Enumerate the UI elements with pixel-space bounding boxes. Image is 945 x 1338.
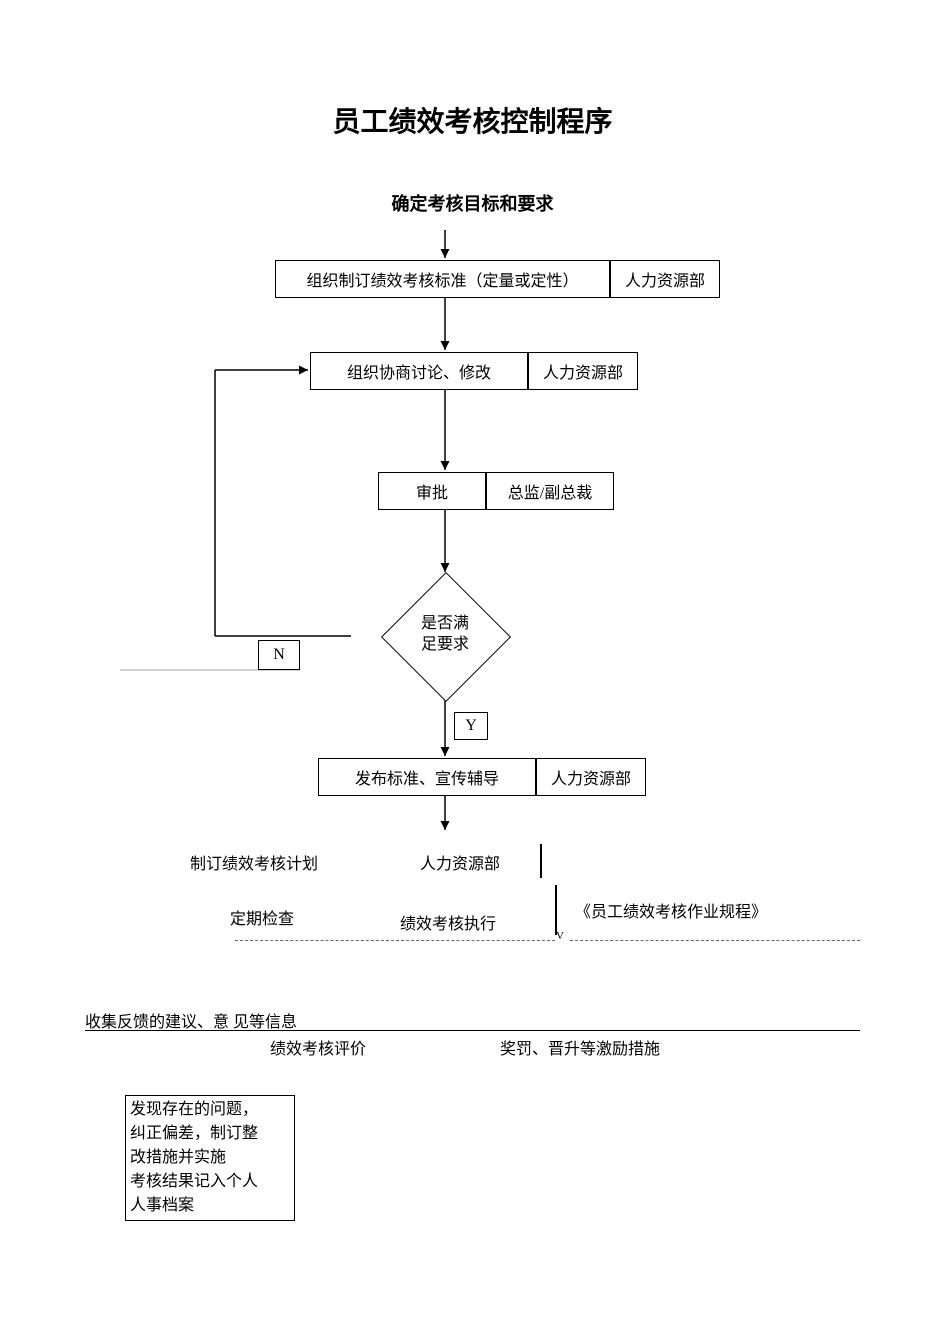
divider-vbar-2 — [555, 885, 557, 935]
node-standards: 组织制订绩效考核标准（定量或定性） — [275, 260, 610, 298]
text-exec: 绩效考核执行 — [400, 910, 496, 934]
decision-meets-req: 是否满 足要求 — [350, 572, 540, 700]
summary-line-c: 改措施并实施 — [130, 1146, 290, 1170]
divider-vbar — [540, 844, 542, 878]
node-discuss: 组织协商讨论、修改 — [310, 352, 528, 390]
page-title: 员工绩效考核控制程序 — [0, 100, 945, 140]
rule-dotted-left — [235, 940, 555, 941]
node-approve-owner-text: 总监/副总裁 — [508, 479, 592, 503]
node-discuss-owner: 人力资源部 — [528, 352, 638, 390]
text-eval: 绩效考核评价 — [270, 1035, 366, 1059]
summary-line-d: 考核结果记入个人 — [130, 1170, 290, 1194]
text-feedback: 收集反馈的建议、意 见等信息 — [85, 1008, 297, 1032]
rule-feedback — [85, 1030, 860, 1031]
page: 员工绩效考核控制程序 确定考核目标和要求 组织制订绩效考核标准（定量或定性） 人… — [0, 0, 945, 1338]
node-standards-text: 组织制订绩效考核标准（定量或定性） — [306, 267, 578, 291]
node-publish-text: 发布标准、宣传辅导 — [355, 765, 499, 789]
node-approve: 审批 — [378, 472, 486, 510]
label-yes: Y — [454, 712, 488, 740]
node-discuss-owner-text: 人力资源部 — [543, 359, 623, 383]
text-plan: 制订绩效考核计划 — [190, 850, 318, 874]
rule-dotted-right — [570, 940, 860, 941]
label-no: N — [258, 640, 300, 670]
node-standards-owner: 人力资源部 — [610, 260, 720, 298]
text-summary-box: 发现存在的问题， 纠正偏差，制订整 改措施并实施 考核结果记入个人 人事档案 — [125, 1095, 295, 1221]
decision-text: 是否满 足要求 — [350, 614, 540, 656]
text-doc-ref: 《员工绩效考核作业规程》 — [575, 898, 767, 922]
node-approve-owner: 总监/副总裁 — [486, 472, 614, 510]
node-standards-owner-text: 人力资源部 — [625, 267, 705, 291]
small-v: V — [556, 930, 564, 942]
label-no-text: N — [273, 646, 285, 664]
node-publish: 发布标准、宣传辅导 — [318, 758, 536, 796]
node-publish-owner: 人力资源部 — [536, 758, 646, 796]
page-subtitle: 确定考核目标和要求 — [0, 190, 945, 216]
summary-line-a: 发现存在的问题， — [130, 1098, 290, 1122]
text-periodic-check: 定期检查 — [230, 905, 294, 929]
label-yes-text: Y — [465, 717, 477, 735]
text-reward: 奖罚、晋升等激励措施 — [500, 1035, 660, 1059]
node-approve-text: 审批 — [416, 479, 448, 503]
text-plan-owner: 人力资源部 — [420, 850, 500, 874]
summary-line-e: 人事档案 — [130, 1194, 290, 1218]
summary-line-b: 纠正偏差，制订整 — [130, 1122, 290, 1146]
node-discuss-text: 组织协商讨论、修改 — [347, 359, 491, 383]
node-publish-owner-text: 人力资源部 — [551, 765, 631, 789]
